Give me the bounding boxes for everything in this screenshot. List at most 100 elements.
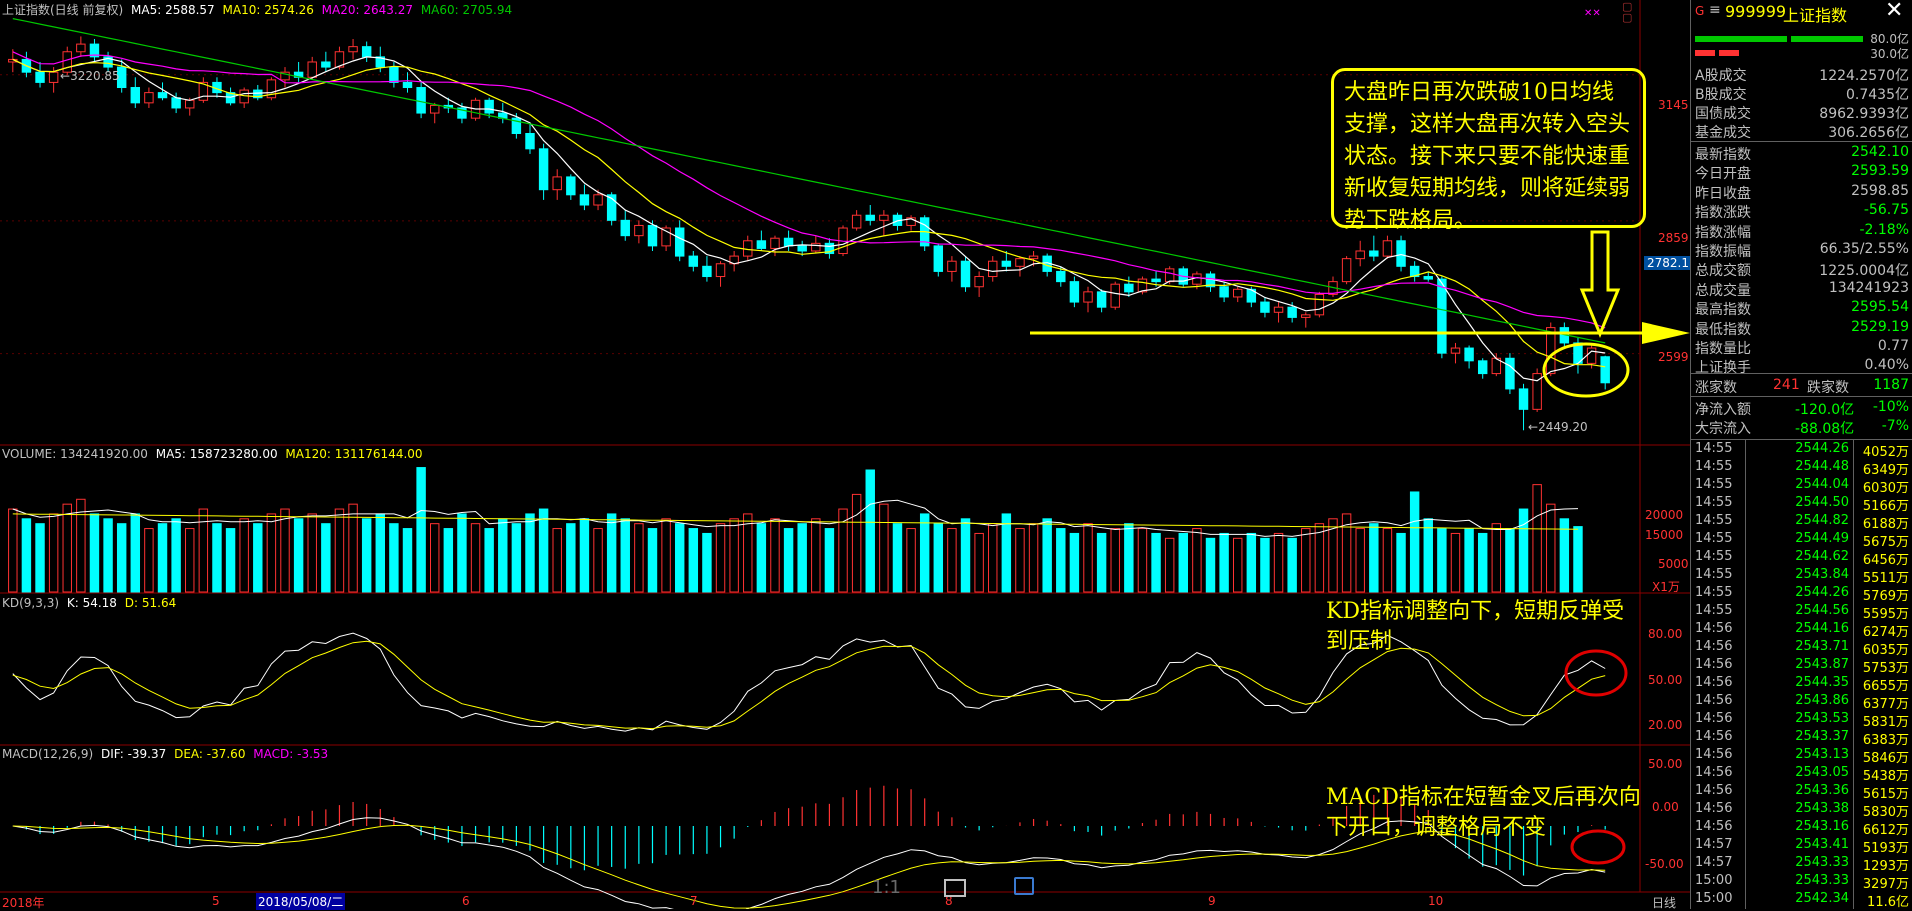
- volume-bar: [1396, 532, 1406, 593]
- tick-list[interactable]: 14:55 2544.26 4052万 14:55 2544.48 6349万 14:55 2…: [1691, 440, 1912, 910]
- volume-bars: [8, 467, 1583, 593]
- tick-price: 2544.26: [1795, 585, 1849, 600]
- candle-body: [48, 71, 59, 83]
- volume-bar: [838, 508, 848, 593]
- stat-value: -56.75: [1863, 202, 1909, 219]
- volume-bar: [525, 513, 535, 593]
- chart-marker-icon[interactable]: ✕✕: [1584, 8, 1601, 19]
- chart-settings-icon[interactable]: [1014, 877, 1034, 895]
- candle-body: [1477, 360, 1488, 375]
- flow-amount: -88.08亿: [1795, 421, 1855, 437]
- tick-time: 14:56: [1695, 819, 1733, 834]
- volume-bar: [566, 523, 576, 593]
- candle-body: [144, 92, 154, 104]
- candle-body: [1164, 268, 1175, 283]
- volume-bar: [402, 528, 413, 593]
- candle-body: [1423, 276, 1433, 280]
- candle-body: [1151, 278, 1161, 283]
- macd-value: MACD: -3.53: [253, 747, 329, 761]
- candle-body: [76, 43, 86, 53]
- zoom-ratio-button[interactable]: 1:1: [872, 877, 901, 898]
- quote-side-panel: G ≡ 999999 上证指数 ✕ 80.0亿 30.0亿 A股成交 1224.2…: [1690, 0, 1912, 910]
- stat-value: -2.18%: [1859, 221, 1909, 238]
- close-icon[interactable]: ✕: [1885, 0, 1904, 23]
- volume-bar: [198, 508, 209, 593]
- tick-volume: 5753万: [1862, 661, 1909, 676]
- tick-time: 14:55: [1695, 495, 1733, 510]
- stat-row: 今日开盘 2593.59: [1691, 162, 1912, 182]
- stat-value: 2598.85: [1851, 182, 1909, 199]
- stat-label: 总成交额: [1695, 263, 1751, 280]
- high-price-value: 3220.85: [70, 69, 120, 83]
- volume-bar: [266, 513, 277, 593]
- gauge-bar-red-1: [1695, 50, 1715, 56]
- kline-chart[interactable]: [0, 0, 1690, 909]
- stat-row: 指数涨幅 -2.18%: [1691, 221, 1912, 241]
- stat-row: 昨日收盘 2598.85: [1691, 182, 1912, 202]
- candle-body: [525, 132, 535, 150]
- volume-bar: [947, 528, 957, 593]
- index-code: 999999: [1725, 2, 1787, 21]
- candle-body: [634, 224, 644, 237]
- candle-body: [430, 104, 440, 114]
- volume-ma5: MA5: 158723280.00: [155, 447, 278, 461]
- candle-body: [647, 224, 658, 247]
- candle-body: [198, 81, 209, 101]
- volume-bar: [280, 508, 290, 593]
- macd-header: MACD(12,26,9) DIF: -39.37 DEA: -37.60 MA…: [2, 747, 328, 761]
- candle-body: [1110, 283, 1120, 308]
- volume-bar: [1382, 528, 1393, 593]
- volume-ma120: MA120: 131176144.00: [285, 447, 423, 461]
- tick-row: 14:55 2544.62 6456万: [1691, 548, 1912, 568]
- tick-volume: 5511万: [1862, 571, 1909, 586]
- volume-bar: [130, 513, 141, 593]
- volume-bar: [743, 513, 753, 593]
- stat-value: 1225.0004亿: [1819, 263, 1909, 280]
- volume-bar: [348, 503, 358, 593]
- candle-body: [865, 214, 875, 221]
- period-daily[interactable]: 日线: [1652, 896, 1677, 910]
- date-2018: 2018年: [2, 896, 45, 910]
- chart-window-icons[interactable]: ▢ ▢: [1622, 0, 1633, 24]
- stat-row: 国债成交 8962.9393亿: [1691, 102, 1912, 122]
- candle-body: [1341, 258, 1352, 283]
- volume-bar: [552, 528, 562, 593]
- up-count-label: 涨家数: [1695, 380, 1737, 396]
- tick-row: 14:55 2544.50 5166万: [1691, 494, 1912, 514]
- market-flag-icon: G: [1695, 4, 1705, 18]
- ma60-line: [12, 18, 1606, 344]
- tick-time: 14:56: [1695, 675, 1733, 690]
- macd-label: MACD(12,26,9): [2, 747, 94, 761]
- candle-body: [171, 97, 181, 109]
- volume-bar: [1505, 528, 1515, 593]
- stat-row: 最高指数 2595.54: [1691, 298, 1912, 318]
- candle-body: [402, 81, 413, 89]
- menu-icon[interactable]: ≡: [1709, 2, 1721, 18]
- candle-body: [130, 87, 141, 104]
- stat-label: 国债成交: [1695, 106, 1751, 122]
- stat-label: 总成交量: [1695, 282, 1751, 299]
- candle-body: [62, 51, 72, 73]
- tick-time: 14:56: [1695, 729, 1733, 744]
- volume-bar: [1192, 528, 1202, 593]
- fit-screen-icon[interactable]: [944, 879, 966, 897]
- down-count: 1187: [1873, 377, 1909, 393]
- tick-volume: 5166万: [1862, 499, 1909, 514]
- candle-body: [715, 263, 726, 278]
- volume-bar: [1314, 523, 1325, 593]
- tick-row: 14:56 2543.36 5615万: [1691, 782, 1912, 802]
- candle-body: [933, 245, 944, 272]
- candle-body: [1369, 250, 1379, 257]
- candle-body: [1233, 288, 1243, 298]
- volume-axis-5000: 5000: [1658, 557, 1689, 571]
- stat-value: 0.7435亿: [1846, 87, 1909, 103]
- candle-body: [879, 214, 889, 221]
- candle-body: [688, 255, 699, 267]
- candle-body: [157, 92, 168, 99]
- volume-bar: [661, 518, 671, 593]
- candle-body: [1069, 281, 1080, 303]
- macd-highlight-circle: [1570, 829, 1626, 865]
- kd-axis-50: 50.00: [1648, 673, 1683, 687]
- tick-price: 2544.16: [1795, 621, 1849, 636]
- candle-body: [185, 99, 195, 109]
